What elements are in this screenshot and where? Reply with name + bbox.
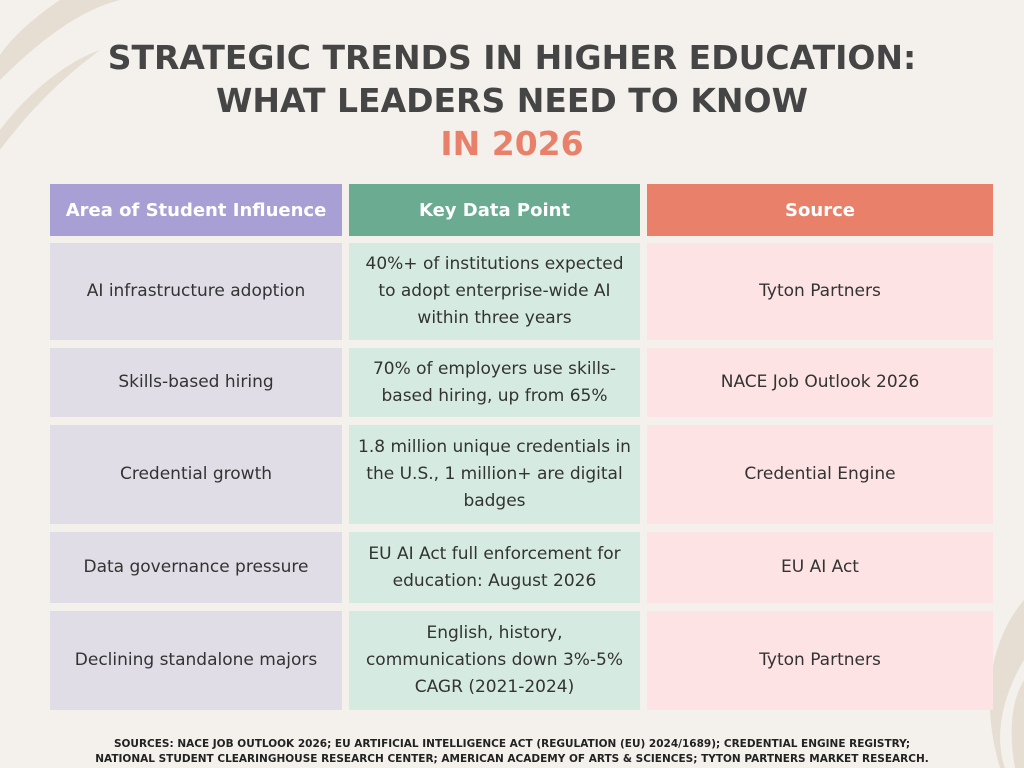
table-cell: 70% of employers use skills-based hiring… <box>349 348 640 417</box>
title: STRATEGIC TRENDS IN HIGHER EDUCATION: <box>107 38 917 77</box>
table-cell: Tyton Partners <box>647 611 993 710</box>
table-cell: 40%+ of institutions expected to adopt e… <box>349 243 640 340</box>
column-header: Source <box>647 184 993 236</box>
title-highlight: IN 2026 <box>440 124 584 163</box>
table-cell: English, history, communications down 3%… <box>349 611 640 710</box>
table-cell: Credential Engine <box>647 425 993 524</box>
sources: SOURCES: NACE JOB OUTLOOK 2026; EU ARTIF… <box>113 738 911 750</box>
table-cell: Skills-based hiring <box>50 348 342 417</box>
table-cell: 1.8 million unique credentials in the U.… <box>349 425 640 524</box>
sources: NATIONAL STUDENT CLEARINGHOUSE RESEARCH … <box>95 753 929 765</box>
title: WHAT LEADERS NEED TO KNOW <box>216 81 808 120</box>
table-cell: Data governance pressure <box>50 532 342 603</box>
table-cell: EU AI Act <box>647 532 993 603</box>
leaf <box>1000 660 1024 768</box>
column-header: Key Data Point <box>349 184 640 236</box>
table-cell: NACE Job Outlook 2026 <box>647 348 993 417</box>
table-cell: Tyton Partners <box>647 243 993 340</box>
leaf <box>989 600 1024 768</box>
table-cell: Credential growth <box>50 425 342 524</box>
leaf <box>0 0 120 80</box>
column-header: Area of Student Influence <box>50 184 342 236</box>
table-cell: EU AI Act full enforcement for education… <box>349 532 640 603</box>
table-cell: AI infrastructure adoption <box>50 243 342 340</box>
table-cell: Declining standalone majors <box>50 611 342 710</box>
